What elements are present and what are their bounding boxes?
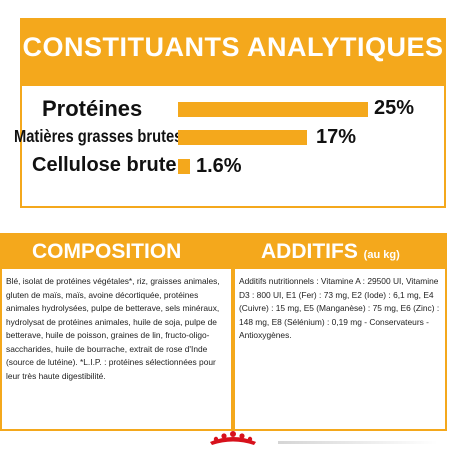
composition-title: COMPOSITION bbox=[32, 240, 182, 263]
analytics-title: CONSTITUANTS ANALYTIQUES bbox=[22, 32, 444, 62]
crown-icon bbox=[210, 431, 256, 445]
additives-subtitle: (au kg) bbox=[363, 249, 400, 261]
row-label-proteines: Protéines bbox=[42, 96, 143, 121]
row-value-proteines: 25% bbox=[374, 97, 415, 119]
row-label-matieres-grasses: Matières grasses brutes bbox=[14, 126, 183, 146]
additives-title: ADDITIFS bbox=[261, 240, 358, 263]
composition-card: COMPOSITION Blé, isolat de protéines vég… bbox=[0, 233, 233, 431]
analytics-card: CONSTITUANTS ANALYTIQUES Protéines 25% M… bbox=[14, 18, 446, 208]
row-label-cellulose: Cellulose brute bbox=[32, 154, 177, 176]
row-value-cellulose: 1.6% bbox=[196, 155, 242, 177]
footer-rule bbox=[278, 441, 438, 444]
bar-matieres-grasses bbox=[178, 130, 307, 145]
composition-text: Blé, isolat de protéines végétales*, riz… bbox=[6, 276, 220, 381]
row-value-matieres-grasses: 17% bbox=[316, 126, 357, 148]
bar-cellulose bbox=[178, 159, 190, 174]
analytics-header: CONSTITUANTS ANALYTIQUES bbox=[22, 20, 444, 86]
composition-header: COMPOSITION bbox=[2, 235, 231, 269]
additives-card: ADDITIFS (au kg) Additifs nutritionnels … bbox=[233, 233, 447, 431]
additives-text: Additifs nutritionnels : Vitamine A : 29… bbox=[239, 276, 440, 340]
bar-proteines bbox=[178, 102, 368, 117]
additives-title-wrap: ADDITIFS (au kg) bbox=[261, 240, 400, 264]
additives-header: ADDITIFS (au kg) bbox=[235, 235, 445, 269]
